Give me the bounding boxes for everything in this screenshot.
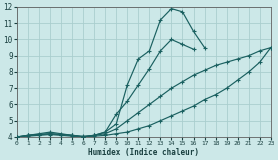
X-axis label: Humidex (Indice chaleur): Humidex (Indice chaleur)	[88, 148, 199, 156]
